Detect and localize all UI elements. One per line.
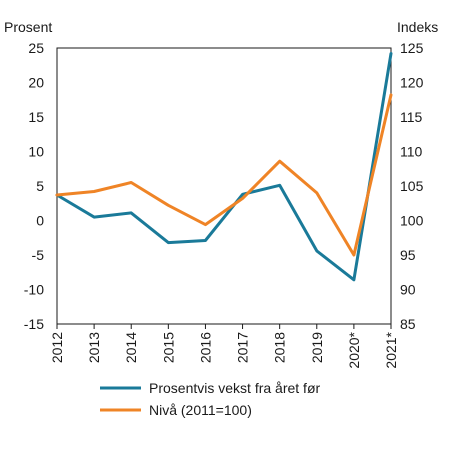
x-tick-label: 2015 [160, 332, 176, 363]
right-tick-label: 120 [400, 75, 424, 91]
series-layer [55, 52, 393, 282]
legend: Prosentvis vekst fra året før Nivå (2011=… [100, 380, 320, 418]
left-tick-label: -5 [32, 247, 45, 263]
left-tick-label: 20 [28, 75, 44, 91]
left-tick-label: -10 [24, 282, 44, 298]
left-tick-label: 25 [28, 40, 44, 56]
right-axis-title: Indeks [397, 19, 438, 35]
right-axis-ticks: 125 120 115 110 105 100 95 90 85 [400, 40, 424, 332]
legend-label: Prosentvis vekst fra året før [149, 380, 320, 396]
x-tick-label: 2019 [309, 332, 325, 363]
left-axis-title: Prosent [4, 19, 52, 35]
series-line-growth [55, 52, 393, 282]
x-tick-label: 2012 [49, 332, 65, 363]
series-line-level [55, 93, 393, 257]
right-tick-label: 125 [400, 40, 424, 56]
left-tick-label: -15 [24, 316, 44, 332]
right-tick-label: 105 [400, 178, 424, 194]
left-tick-label: 0 [36, 213, 44, 229]
right-tick-label: 110 [400, 144, 423, 160]
right-tick-label: 90 [400, 282, 416, 298]
left-tick-label: 10 [28, 144, 44, 160]
left-tick-label: 5 [36, 178, 44, 194]
right-tick-label: 95 [400, 247, 416, 263]
x-tick-label: 2018 [272, 332, 288, 363]
right-tick-label: 115 [400, 109, 423, 125]
right-tick-label: 100 [400, 213, 424, 229]
legend-label: Nivå (2011=100) [149, 402, 252, 418]
x-tick-label: 2016 [197, 332, 213, 363]
plot-frame [56, 47, 392, 325]
x-tick-label: 2020* [346, 331, 362, 368]
x-tick-label: 2017 [235, 332, 251, 363]
right-tick-label: 85 [400, 316, 416, 332]
left-axis-ticks: 25 20 15 10 5 0 -5 -10 -15 [24, 40, 44, 332]
plot-area-border [56, 47, 392, 325]
x-tick-label: 2013 [86, 332, 102, 363]
x-tick-label: 2014 [123, 332, 139, 363]
x-axis-ticks: 2012 2013 2014 2015 2016 2017 2018 2019 2020* 202… [49, 324, 399, 369]
x-tick-label: 2021* [383, 331, 399, 368]
left-tick-label: 15 [28, 109, 44, 125]
